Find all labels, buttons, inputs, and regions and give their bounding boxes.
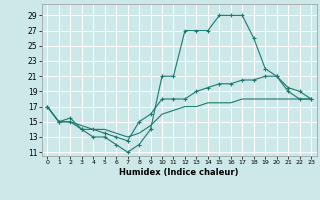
X-axis label: Humidex (Indice chaleur): Humidex (Indice chaleur)	[119, 168, 239, 177]
